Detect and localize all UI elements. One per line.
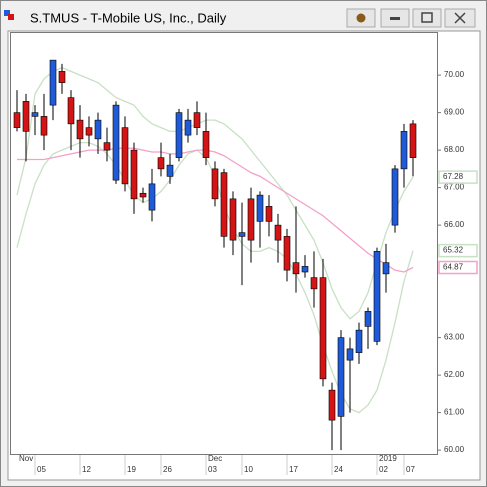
candle-body: [274, 224, 282, 241]
candle-body: [103, 142, 111, 151]
candle-body: [391, 168, 399, 226]
button-icon: [454, 12, 466, 24]
last-value-box: [438, 170, 478, 184]
candle-body: [139, 192, 147, 198]
candle-body: [229, 198, 237, 241]
candle-body: [364, 311, 372, 327]
button-icon: [356, 13, 366, 23]
x-tick-label: 02: [379, 465, 388, 474]
candle-body: [328, 389, 336, 421]
x-tick-label: 07: [406, 465, 415, 474]
candle-body: [319, 277, 327, 380]
candle-body: [49, 59, 57, 106]
candle-body: [220, 172, 228, 237]
button-icon: [421, 12, 433, 23]
window-buttons: [346, 8, 476, 28]
candle-body: [265, 206, 273, 222]
candle-body: [238, 232, 246, 237]
x-tick-label: 12: [82, 465, 91, 474]
candle-body: [346, 348, 354, 361]
button-icon: [390, 17, 400, 20]
candle-body: [301, 266, 309, 273]
candle-body: [130, 149, 138, 200]
last-value-label: 64.87: [443, 263, 464, 272]
candle-body: [175, 112, 183, 158]
overlay-line: [16, 66, 414, 320]
candle-body: [409, 123, 417, 158]
candle-body: [31, 112, 39, 117]
last-value-box: [438, 243, 478, 258]
x-group-label: Nov: [19, 454, 33, 463]
candle-body: [58, 71, 66, 83]
candle-body: [148, 183, 156, 211]
last-value-label: 67.28: [443, 172, 464, 181]
candle-body: [256, 194, 264, 222]
candle-body: [166, 164, 174, 177]
window-icon: [8, 14, 14, 20]
candle-body: [400, 131, 408, 170]
x-tick-label: 24: [334, 465, 343, 474]
x-tick-label: 19: [127, 465, 136, 474]
candle-body: [76, 119, 84, 140]
x-tick-label: 05: [37, 465, 46, 474]
candle-body: [337, 337, 345, 417]
candle-body: [202, 131, 210, 158]
y-tick-label: 69.00: [444, 108, 465, 117]
y-tick-label: 62.00: [444, 370, 465, 379]
y-tick-label: 68.00: [444, 145, 465, 154]
y-tick-label: 61.00: [444, 408, 465, 417]
candle-body: [121, 127, 129, 185]
overlay-line: [17, 147, 414, 273]
last-value-box: [438, 260, 478, 275]
candle-body: [193, 112, 201, 128]
window-title: S.TMUS - T-Mobile US, Inc., Daily: [30, 10, 227, 25]
x-group-label: 2019: [379, 454, 397, 463]
candle-body: [13, 112, 21, 128]
y-tick-label: 67.00: [444, 183, 465, 192]
candle-body: [211, 168, 219, 200]
y-tick-label: 60.00: [444, 445, 465, 454]
x-group-label: Dec: [208, 454, 222, 463]
candle-body: [94, 119, 102, 140]
x-tick-label: 17: [289, 465, 298, 474]
candle-body: [247, 198, 255, 241]
candle-body: [310, 277, 318, 290]
candle-body: [283, 236, 291, 271]
chart: 60.00 61.00 62.00 63.00 66.00 67.00 68.00 69.00…: [13, 59, 478, 475]
y-tick-label: 66.00: [444, 220, 465, 229]
candle-body: [157, 157, 165, 170]
candle-body: [184, 119, 192, 136]
candle-body: [22, 101, 30, 132]
window-icon: [4, 10, 10, 16]
candle-body: [67, 97, 75, 125]
x-tick-label: 03: [208, 465, 217, 474]
y-tick-label: 63.00: [444, 333, 465, 342]
candle-body: [40, 116, 48, 136]
candle-body: [85, 127, 93, 136]
candle-body: [373, 251, 381, 342]
candle-body: [355, 329, 363, 353]
candle-body: [292, 262, 300, 275]
x-tick-label: 10: [244, 465, 253, 474]
x-tick-label: 26: [163, 465, 172, 474]
candle-body: [112, 104, 120, 181]
maximize-button[interactable]: [412, 8, 442, 28]
y-tick-label: 70.00: [444, 70, 465, 79]
last-value-label: 65.32: [443, 246, 464, 255]
candle-body: [382, 262, 390, 275]
